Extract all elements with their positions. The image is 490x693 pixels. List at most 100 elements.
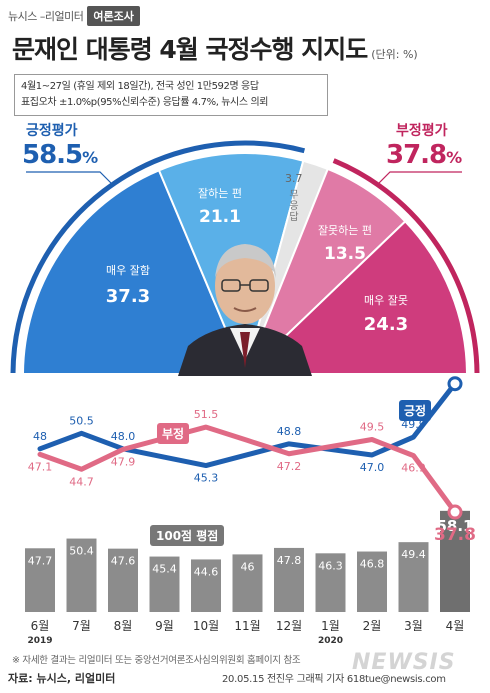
positive-callout xyxy=(26,171,113,185)
segment-bad-label: 잘못하는 편 xyxy=(317,224,373,237)
survey-info-box: 4월1~27일 (휴일 제외 18일간), 전국 성인 1만592명 응답 표집… xyxy=(14,74,328,116)
line-end-marker-negative xyxy=(447,504,463,520)
segment-very-good: 매우 잘함 37.3 xyxy=(88,262,168,307)
month-label-1: 6월 xyxy=(31,619,50,633)
positive-number: 58.5 xyxy=(22,140,83,170)
gauge-segment-very-bad xyxy=(245,219,468,373)
score-bar-5 xyxy=(191,559,221,612)
gauge-segment-very-good xyxy=(22,169,246,373)
month-label-2: 7월 xyxy=(72,619,91,633)
president-portrait xyxy=(178,244,312,376)
trend-chart: 47.7 50.4 47.6 45.4 44.6 46 47.8 46.3 46.8 49.4 58… xyxy=(25,376,476,645)
positive-pct: % xyxy=(82,148,98,167)
line-label-negative-5: 51.5 xyxy=(194,408,219,421)
month-label-11: 4월 xyxy=(446,619,465,633)
score-label-9: 46.8 xyxy=(360,558,385,571)
month-label-8: 1월 xyxy=(321,619,340,633)
line-label-positive-5: 45.3 xyxy=(194,472,219,485)
credit-text: 20.05.15 전진우 그래픽 기자 618tue@newsis.com xyxy=(222,674,446,685)
line-label-positive-9: 47.0 xyxy=(360,461,385,474)
month-label-10: 3월 xyxy=(404,619,423,633)
month-label-9: 2월 xyxy=(363,619,382,633)
score-label-6: 46 xyxy=(241,560,255,573)
score-bar-9 xyxy=(357,551,387,612)
newsis-watermark: NEWSIS xyxy=(352,650,456,675)
score-label-7: 47.8 xyxy=(277,554,302,567)
segment-good-label: 잘하는 편 xyxy=(198,187,242,200)
segment-no-answer-label: 무 응 답 xyxy=(289,190,299,223)
line-label-positive-2: 50.5 xyxy=(69,414,94,427)
line-label-negative-10: 46.9 xyxy=(401,462,426,475)
score-bar-4 xyxy=(149,556,180,612)
negative-outer-arc xyxy=(332,158,480,373)
no-answer-char-3: 답 xyxy=(289,212,299,223)
line-label-negative-3: 47.9 xyxy=(111,455,136,468)
line-label-negative-2: 44.7 xyxy=(69,475,94,488)
negative-value: 37.8% xyxy=(386,140,462,170)
score-label-8: 46.3 xyxy=(318,559,343,572)
year-label-1: 2019 xyxy=(27,636,52,645)
line-negative xyxy=(37,424,458,515)
score-bar-6 xyxy=(232,554,263,612)
line-label-positive-1: 48 xyxy=(33,430,47,443)
month-label-3: 8월 xyxy=(114,619,133,633)
score-label-5: 44.6 xyxy=(194,565,219,578)
legend-score: 100점 평점 xyxy=(150,525,225,546)
unit-label: (단위: %) xyxy=(371,48,418,61)
month-label-5: 10월 xyxy=(193,619,219,633)
negative-number: 37.8 xyxy=(386,140,447,170)
survey-info-line1: 4월1~27일 (휴일 제외 18일간), 전국 성인 1만592명 응답 xyxy=(21,81,259,92)
segment-very-bad-value: 24.3 xyxy=(363,314,409,335)
line-label-positive-10: 49.9 xyxy=(401,418,426,431)
line-label-negative-9: 49.5 xyxy=(360,421,385,434)
score-label-3: 47.6 xyxy=(111,555,136,568)
positive-label: 긍정평가 xyxy=(26,123,78,139)
segment-very-good-label: 매우 잘함 xyxy=(106,264,150,277)
negative-callout xyxy=(377,171,462,185)
segment-bad-value: 13.5 xyxy=(324,244,366,264)
title-text: 문재인 대통령 4월 국정수행 지지도 xyxy=(12,35,368,64)
line-positive xyxy=(37,381,458,469)
month-label-4: 9월 xyxy=(155,619,174,633)
line-end-marker-positive xyxy=(447,376,463,392)
brand-tag: 여론조사 xyxy=(87,6,140,26)
negative-pct: % xyxy=(446,148,462,167)
segment-very-bad: 매우 잘못 24.3 xyxy=(346,292,426,335)
footnote: ※ 자세한 결과는 리얼미터 또는 중앙선거여론조사심의위원회 홈페이지 참조 xyxy=(12,655,301,666)
score-bar-2 xyxy=(66,538,97,612)
brand-name: 뉴시스 –리얼미터 xyxy=(8,10,84,23)
no-answer-char-1: 무 xyxy=(289,190,299,201)
segment-very-good-value: 37.3 xyxy=(105,286,151,307)
survey-info-line2: 표집오차 ±1.0%p(95%신뢰수준) 응답률 4.7%, 뉴시스 의뢰 xyxy=(21,97,269,108)
month-label-6: 11월 xyxy=(234,619,260,633)
no-answer-char-2: 응 xyxy=(289,201,299,212)
line-label-positive-7: 48.8 xyxy=(277,425,302,438)
line-label-negative-7: 47.2 xyxy=(277,460,302,473)
line-label-positive-3: 48.0 xyxy=(111,430,136,443)
score-bar-3 xyxy=(108,548,138,612)
score-bar-11 xyxy=(440,510,470,612)
score-label-2: 50.4 xyxy=(69,545,94,558)
score-bar-10 xyxy=(398,542,429,612)
positive-value: 58.5% xyxy=(22,140,98,170)
score-label-10: 49.4 xyxy=(401,548,426,561)
year-label-8: 2020 xyxy=(318,636,343,645)
legend-negative: 부정 xyxy=(157,423,190,444)
page-title: 문재인 대통령 4월 국정수행 지지도 (단위: %) xyxy=(12,30,418,66)
segment-no-answer-value: 3.7 xyxy=(285,172,303,185)
score-bar-1 xyxy=(25,548,55,612)
score-label-1: 47.7 xyxy=(28,554,53,567)
line-label-negative-1: 47.1 xyxy=(28,460,53,473)
negative-label: 부정평가 xyxy=(396,123,448,139)
score-label-11: 58.1 xyxy=(436,517,473,535)
source-text: 자료: 뉴시스, 리얼미터 xyxy=(8,672,116,685)
legend-positive: 긍정 xyxy=(399,400,432,421)
score-label-4: 45.4 xyxy=(152,563,177,576)
segment-good: 잘하는 편 21.1 xyxy=(180,185,260,227)
brand-bar: 뉴시스 –리얼미터 여론조사 xyxy=(8,6,140,26)
score-bar-8 xyxy=(315,553,346,612)
positive-outer-arc xyxy=(10,140,306,373)
segment-good-value: 21.1 xyxy=(199,207,241,227)
segment-bad: 잘못하는 편 13.5 xyxy=(300,222,390,264)
month-label-7: 12월 xyxy=(276,619,302,633)
